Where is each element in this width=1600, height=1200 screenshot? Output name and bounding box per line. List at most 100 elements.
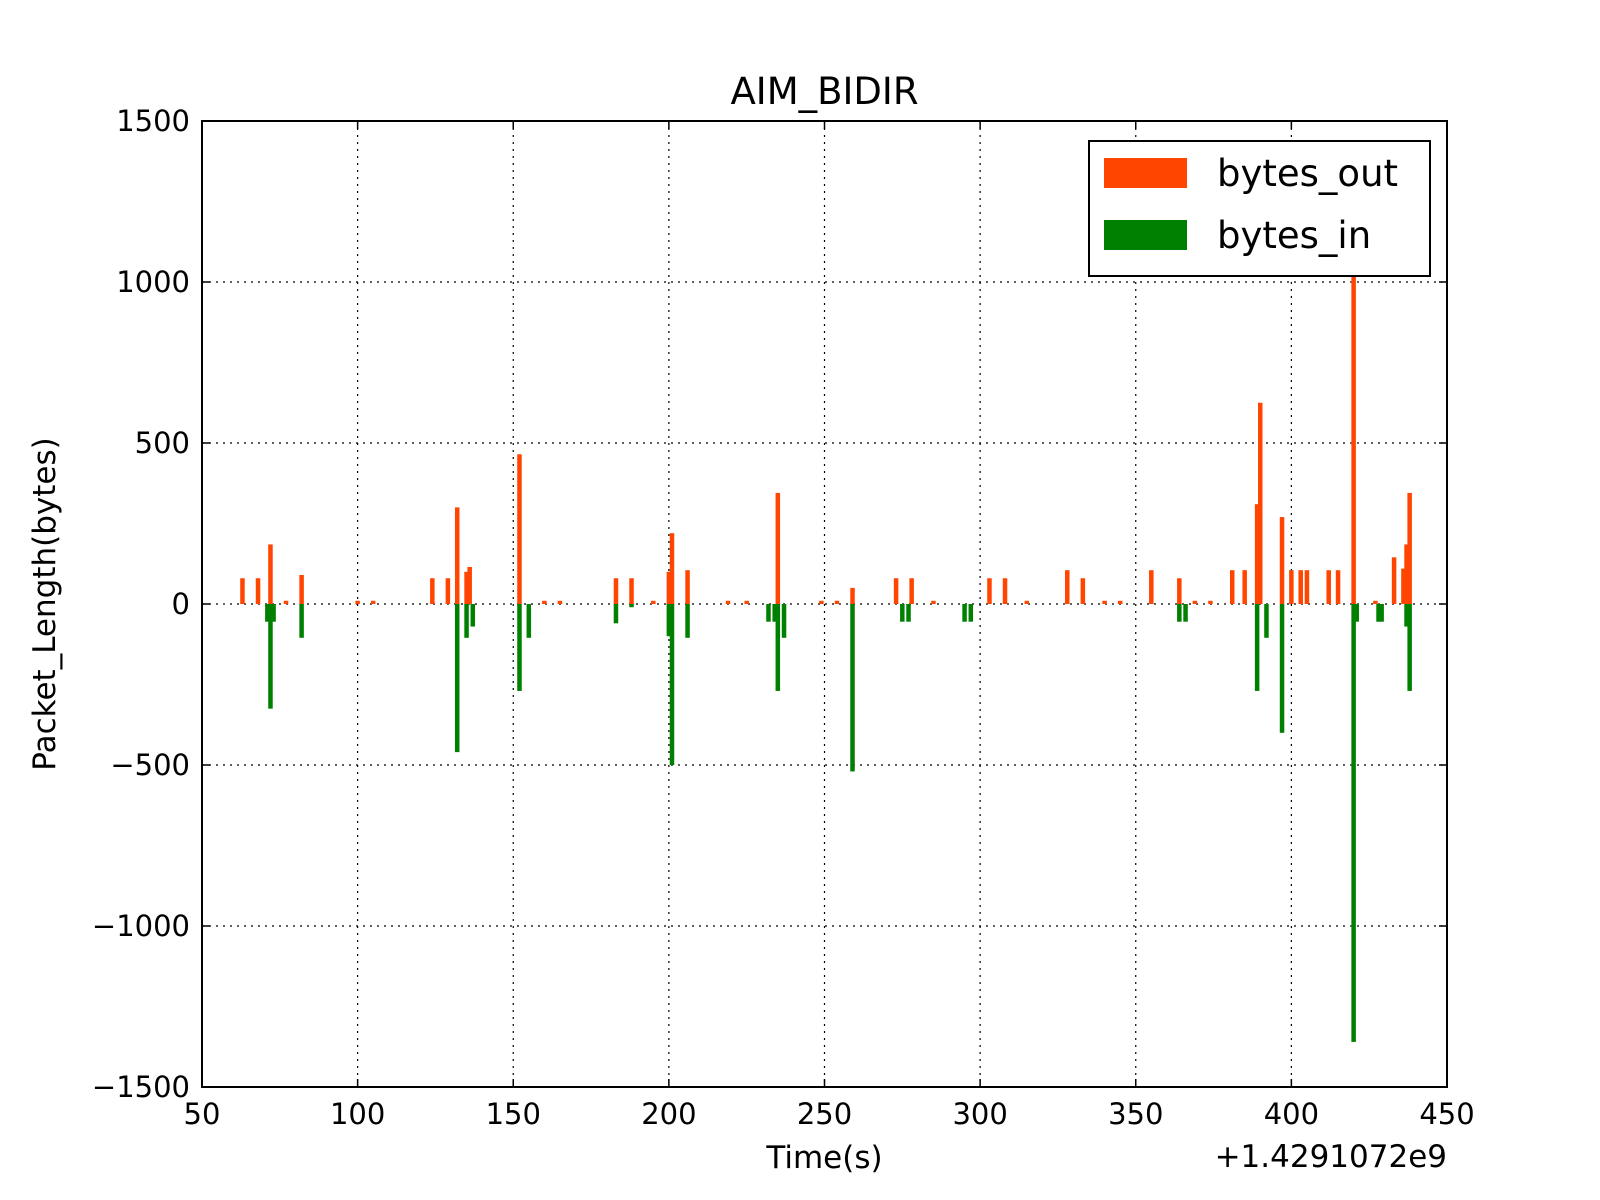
bar-bytes-out bbox=[1254, 504, 1260, 604]
bar-bytes-out bbox=[1242, 570, 1247, 604]
bar-bytes-out bbox=[669, 533, 675, 604]
bar-bytes-out bbox=[987, 578, 992, 604]
x-axis-label: Time(s) bbox=[765, 1140, 882, 1176]
bar-bytes-out bbox=[240, 578, 245, 604]
bar-bytes-in bbox=[1376, 604, 1381, 622]
bar-bytes-out bbox=[651, 600, 656, 604]
bar-bytes-out bbox=[1401, 568, 1406, 604]
bar-bytes-out bbox=[666, 571, 672, 604]
bar-bytes-out bbox=[1289, 570, 1294, 604]
bar-bytes-out bbox=[1279, 517, 1285, 604]
bar-bytes-in bbox=[1183, 604, 1188, 622]
bar-bytes-in bbox=[669, 604, 675, 765]
bar-bytes-in bbox=[900, 604, 905, 622]
bar-bytes-out bbox=[299, 575, 304, 604]
bar-bytes-out bbox=[542, 600, 547, 604]
bar-bytes-out bbox=[355, 600, 360, 604]
bar-bytes-in bbox=[775, 604, 781, 691]
x-tick-label: 100 bbox=[330, 1097, 385, 1131]
bar-bytes-in bbox=[271, 604, 276, 622]
bar-bytes-out bbox=[1229, 570, 1235, 604]
bar-bytes-in bbox=[454, 604, 460, 753]
bar-bytes-out bbox=[255, 578, 261, 604]
bar-bytes-out bbox=[850, 587, 855, 604]
x-tick-label: 400 bbox=[1264, 1097, 1319, 1131]
bar-bytes-out bbox=[1024, 600, 1030, 604]
bar-bytes-out bbox=[1373, 600, 1378, 604]
y-tick-label: 0 bbox=[172, 587, 190, 621]
chart-title: AIM_BIDIR bbox=[730, 70, 918, 113]
bar-bytes-out bbox=[725, 600, 731, 604]
y-tick-label: −500 bbox=[110, 748, 190, 782]
y-tick-label: 1000 bbox=[116, 265, 190, 299]
bar-bytes-out bbox=[517, 454, 522, 604]
bar-bytes-in bbox=[526, 604, 532, 638]
bar-bytes-out bbox=[685, 570, 690, 604]
y-tick-label: 1500 bbox=[116, 104, 190, 138]
bar-bytes-out bbox=[467, 566, 472, 604]
bar-bytes-in bbox=[766, 604, 771, 622]
bar-bytes-out bbox=[819, 600, 824, 604]
bar-bytes-in bbox=[781, 604, 787, 638]
legend-label-bytes-in: bytes_in bbox=[1217, 214, 1371, 257]
bar-bytes-in bbox=[265, 604, 270, 622]
y-tick-label: −1000 bbox=[92, 909, 190, 943]
bar-bytes-in bbox=[906, 604, 911, 622]
legend-swatch-bytes-out bbox=[1104, 158, 1187, 188]
bar-bytes-out bbox=[931, 600, 936, 604]
bar-bytes-in bbox=[1264, 604, 1269, 638]
bar-bytes-in bbox=[1407, 604, 1412, 691]
bar-bytes-out bbox=[834, 600, 840, 604]
bar-bytes-in bbox=[1379, 604, 1384, 622]
bar-bytes-in bbox=[850, 604, 855, 772]
bar-bytes-out bbox=[1208, 600, 1213, 604]
bar-bytes-in bbox=[268, 604, 273, 709]
legend: bytes_out bytes_in bbox=[1088, 140, 1431, 277]
legend-swatch-bytes-in bbox=[1104, 220, 1187, 250]
bar-bytes-out bbox=[464, 571, 469, 604]
bar-bytes-out bbox=[1002, 578, 1008, 604]
y-axis-label: Packet_Length(bytes) bbox=[27, 437, 63, 770]
x-tick-label: 450 bbox=[1419, 1097, 1474, 1131]
bar-bytes-out bbox=[1304, 570, 1310, 604]
bar-bytes-out bbox=[1326, 570, 1331, 604]
x-tick-label: 300 bbox=[952, 1097, 1007, 1131]
bar-bytes-out bbox=[1065, 570, 1070, 604]
bar-bytes-out bbox=[430, 578, 435, 604]
bar-bytes-out bbox=[1102, 600, 1107, 604]
bar-bytes-in bbox=[613, 604, 619, 624]
x-tick-label: 50 bbox=[184, 1097, 221, 1131]
bar-bytes-out bbox=[1258, 402, 1263, 604]
bar-bytes-in bbox=[772, 604, 777, 622]
bar-bytes-in bbox=[629, 604, 634, 608]
bar-bytes-out bbox=[1177, 578, 1182, 604]
bar-bytes-in bbox=[1404, 604, 1409, 627]
bar-bytes-in bbox=[299, 604, 304, 638]
bar-bytes-out bbox=[629, 578, 634, 604]
bar-bytes-in bbox=[464, 604, 469, 638]
bar-bytes-out bbox=[454, 507, 460, 604]
bar-bytes-out bbox=[370, 600, 376, 604]
x-tick-label: 150 bbox=[486, 1097, 541, 1131]
y-tick-label: −1500 bbox=[92, 1070, 190, 1104]
bar-bytes-in bbox=[517, 604, 522, 691]
bar-bytes-in bbox=[685, 604, 690, 638]
x-tick-label: 250 bbox=[797, 1097, 852, 1131]
bar-bytes-in bbox=[1279, 604, 1285, 733]
bar-bytes-out bbox=[1117, 600, 1123, 604]
bar-bytes-out bbox=[1391, 557, 1397, 604]
x-tick-label: 200 bbox=[641, 1097, 696, 1131]
bar-bytes-in bbox=[470, 604, 476, 627]
bar-bytes-out bbox=[1192, 600, 1198, 604]
bar-bytes-in bbox=[1351, 604, 1356, 1042]
bar-bytes-out bbox=[445, 578, 451, 604]
bars bbox=[240, 273, 1412, 1042]
x-axis-offset-label: +1.4291072e9 bbox=[1215, 1139, 1447, 1175]
bar-bytes-in bbox=[1177, 604, 1182, 622]
bar-bytes-out bbox=[1080, 578, 1086, 604]
bar-bytes-in bbox=[666, 604, 672, 637]
bar-bytes-out bbox=[893, 578, 899, 604]
bar-bytes-out bbox=[268, 544, 273, 604]
bar-bytes-out bbox=[909, 578, 914, 604]
